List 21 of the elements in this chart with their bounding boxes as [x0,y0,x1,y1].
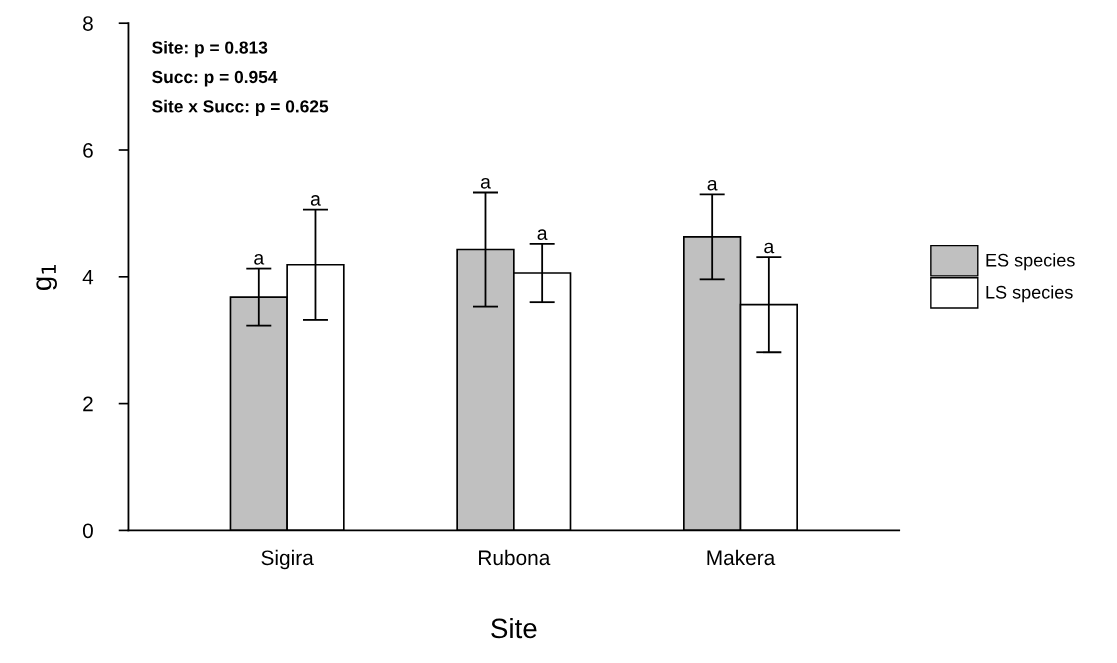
data-label: a [537,229,548,240]
annotation: Site: p = 0.813 [152,40,268,58]
y-tick-label: 0 [82,523,93,539]
y-tick-label: 4 [82,270,94,285]
annotation: Succ: p = 0.954 [152,70,278,87]
data-label: a [764,242,775,254]
annotation: Site x Succ: p = 0.625 [152,99,329,116]
x-tick-label: Makera [707,549,776,566]
data-label: a [707,179,718,191]
data-label: a [310,195,321,206]
y-tick-label: 8 [83,16,93,31]
x-tick-label: Rubona [479,549,551,566]
y-axis-title: g$_{1}$ [36,264,57,291]
x-tick-label: Sigira [261,549,314,570]
data-label: a [480,177,491,189]
y-tick-label: 2 [83,396,93,412]
legend-label: ES species [986,253,1075,271]
y-tick-label: 6 [83,143,93,158]
data-label: a [254,254,265,265]
x-axis-title: Site [491,617,537,639]
legend-label: LS species [986,285,1073,303]
